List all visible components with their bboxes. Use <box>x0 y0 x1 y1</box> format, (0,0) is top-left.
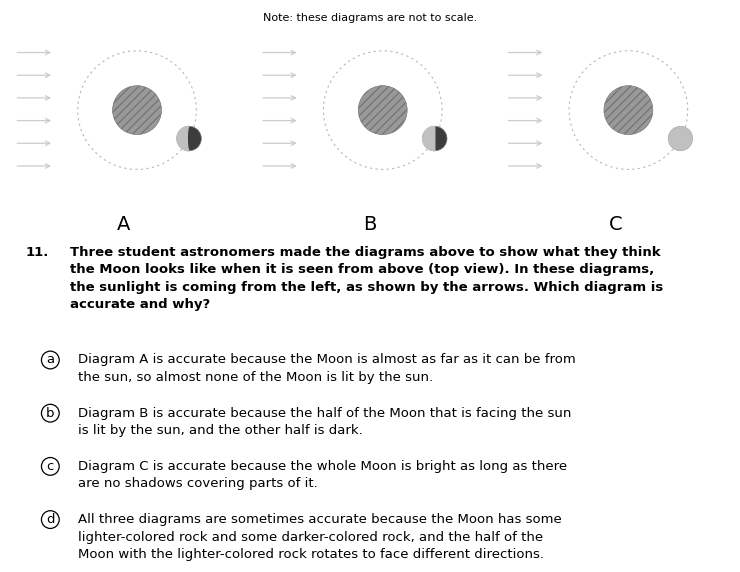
Polygon shape <box>423 126 435 151</box>
Text: Sunlight: Sunlight <box>258 28 289 37</box>
Text: Three student astronomers made the diagrams above to show what they think
the Mo: Three student astronomers made the diagr… <box>70 246 664 312</box>
Text: Note: these diagrams are not to scale.: Note: these diagrams are not to scale. <box>263 13 477 22</box>
Circle shape <box>358 86 407 134</box>
Text: Moon: Moon <box>670 160 691 169</box>
Text: c: c <box>47 460 54 473</box>
Text: Sunlight: Sunlight <box>503 28 535 37</box>
Circle shape <box>112 86 161 134</box>
Circle shape <box>423 126 447 151</box>
Text: Earth: Earth <box>127 141 147 150</box>
Text: a: a <box>47 353 54 367</box>
Circle shape <box>604 86 653 134</box>
Text: d: d <box>46 513 55 526</box>
Text: Earth: Earth <box>372 141 393 150</box>
Text: C: C <box>608 214 622 233</box>
Text: Moon: Moon <box>179 160 200 169</box>
Text: Diagram B is accurate because the half of the Moon that is facing the sun
is lit: Diagram B is accurate because the half o… <box>78 407 571 437</box>
Text: Earth: Earth <box>618 141 639 150</box>
Text: A: A <box>117 214 131 233</box>
Text: Sunlight: Sunlight <box>12 28 44 37</box>
Text: b: b <box>46 407 55 420</box>
Text: All three diagrams are sometimes accurate because the Moon has some
lighter-colo: All three diagrams are sometimes accurat… <box>78 513 562 561</box>
Text: 11.: 11. <box>26 246 50 259</box>
Text: B: B <box>363 214 377 233</box>
Text: Diagram A is accurate because the Moon is almost as far as it can be from
the su: Diagram A is accurate because the Moon i… <box>78 353 576 384</box>
Circle shape <box>177 126 201 151</box>
Polygon shape <box>177 126 189 151</box>
Text: Moon: Moon <box>425 160 445 169</box>
Text: Diagram C is accurate because the whole Moon is bright as long as there
are no s: Diagram C is accurate because the whole … <box>78 460 567 490</box>
Circle shape <box>668 126 693 151</box>
